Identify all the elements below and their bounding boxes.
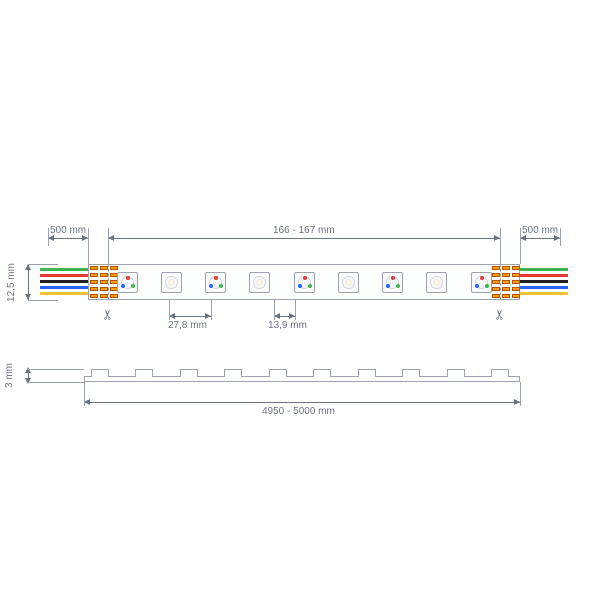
label-total-length: 4950 - 5000 mm — [262, 406, 335, 417]
label-led-pitch: 27,8 mm — [168, 320, 207, 331]
label-thickness: 3 mm — [4, 363, 15, 388]
led-chip — [426, 272, 447, 293]
drawing-canvas: 12,5 mm 500 mm 166 - 167 mm 500 mm — [0, 0, 600, 600]
side-led-bump — [402, 369, 420, 377]
led-chip — [161, 272, 182, 293]
side-led-bump — [180, 369, 198, 377]
side-led-bump — [447, 369, 465, 377]
led-chip — [117, 272, 138, 293]
led-chip — [249, 272, 270, 293]
scissors-icon-left: ✂ — [99, 309, 116, 321]
side-led-bump — [358, 369, 376, 377]
label-segment-length: 166 - 167 mm — [273, 225, 335, 236]
led-chip — [294, 272, 315, 293]
side-led-bump — [224, 369, 242, 377]
label-lead-right: 500 mm — [522, 225, 558, 236]
scissors-icon-right: ✂ — [491, 309, 508, 321]
cut-line-left — [108, 264, 109, 300]
label-lead-left: 500 mm — [50, 225, 86, 236]
label-strip-height: 12,5 mm — [6, 263, 17, 302]
dim-line-segment — [108, 238, 500, 239]
led-chip — [471, 272, 492, 293]
side-led-bump — [91, 369, 109, 377]
led-chip — [382, 272, 403, 293]
side-led-bump — [491, 369, 509, 377]
side-led-bump — [269, 369, 287, 377]
cut-line-right — [500, 264, 501, 300]
label-half-pitch: 13,9 mm — [268, 320, 307, 331]
side-led-bump — [313, 369, 331, 377]
led-chip — [338, 272, 359, 293]
dim-line-total-length — [84, 402, 520, 403]
led-chip — [205, 272, 226, 293]
side-led-bump — [135, 369, 153, 377]
